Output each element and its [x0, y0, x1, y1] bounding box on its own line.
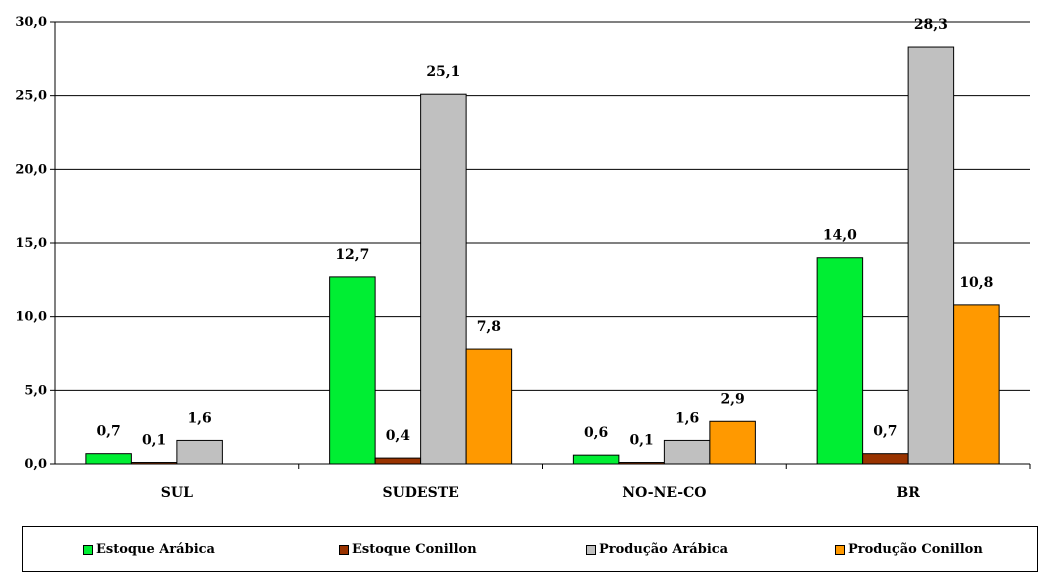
bar-estoque-conillon — [374, 457, 422, 465]
bar-produção-conillon — [465, 348, 513, 465]
bar-estoque-conillon — [862, 453, 909, 465]
y-tick-label: 10,0 — [15, 310, 47, 325]
legend-item-producao-conillon: Produção Conillon — [835, 542, 983, 557]
legend-label: Estoque Conillon — [352, 542, 477, 557]
legend-label: Produção Conillon — [848, 542, 983, 557]
data-label: 1,6 — [187, 410, 211, 426]
x-tick-label: SUL — [161, 485, 193, 501]
bar-estoque-conillon — [130, 462, 178, 465]
bar-estoque-arábica — [329, 276, 376, 465]
data-label: 28,3 — [914, 17, 948, 33]
y-tick-label: 25,0 — [15, 89, 47, 104]
y-tick-label: 0,0 — [24, 457, 47, 472]
data-label: 25,1 — [426, 64, 460, 80]
data-label: 14,0 — [823, 228, 857, 244]
legend-item-estoque-conillon: Estoque Conillon — [339, 542, 477, 557]
bar-estoque-conillon — [618, 462, 665, 465]
data-label: 0,6 — [584, 425, 608, 441]
bar-estoque-arábica — [85, 453, 132, 465]
legend-swatch-producao-arabica — [586, 544, 596, 555]
data-label: 7,8 — [477, 319, 501, 335]
y-tick-label: 5,0 — [24, 383, 47, 398]
data-label: 0,4 — [386, 428, 411, 444]
legend-item-estoque-arabica: Estoque Arábica — [83, 542, 215, 557]
data-label: 0,1 — [629, 433, 653, 449]
legend-swatch-estoque-conillon — [339, 544, 349, 555]
bar-produção-conillon — [953, 304, 1000, 465]
x-tick-label: SUDESTE — [382, 485, 458, 501]
bar-produção-conillon — [709, 420, 756, 465]
data-label: 12,7 — [335, 247, 369, 263]
x-tick-label: BR — [896, 485, 920, 501]
bar-produção-arábica — [663, 439, 711, 465]
legend-item-producao-arabica: Produção Arábica — [586, 542, 728, 557]
x-tick-label: NO-NE-CO — [622, 485, 706, 501]
legend-label: Produção Arábica — [599, 542, 729, 557]
y-tick-label: 30,0 — [15, 15, 47, 30]
bar-estoque-arábica — [572, 454, 620, 465]
legend-label: Estoque Arábica — [96, 542, 215, 557]
data-label: 2,9 — [720, 391, 744, 407]
bar-produção-arábica — [176, 439, 223, 465]
data-label: 10,8 — [959, 275, 993, 291]
y-tick-label: 15,0 — [15, 236, 47, 251]
data-label: 0,7 — [873, 424, 897, 440]
bar-estoque-arábica — [816, 257, 864, 465]
bar-chart: 0,0 5,0 10,0 15,0 20,0 25,0 30,0 0,7 0,1 1,6 SUL 12… — [15, 15, 1031, 501]
data-label: 0,7 — [96, 424, 120, 440]
data-label: 1,6 — [675, 410, 699, 426]
bar-produção-arábica — [907, 46, 955, 465]
bar-produção-arábica — [420, 93, 467, 465]
data-label: 0,1 — [142, 433, 166, 449]
legend: Estoque Arábica Estoque Conillon Produçã… — [22, 526, 1038, 572]
y-tick-label: 20,0 — [15, 162, 47, 177]
legend-swatch-estoque-arabica — [83, 544, 93, 555]
legend-swatch-producao-conillon — [835, 544, 845, 555]
